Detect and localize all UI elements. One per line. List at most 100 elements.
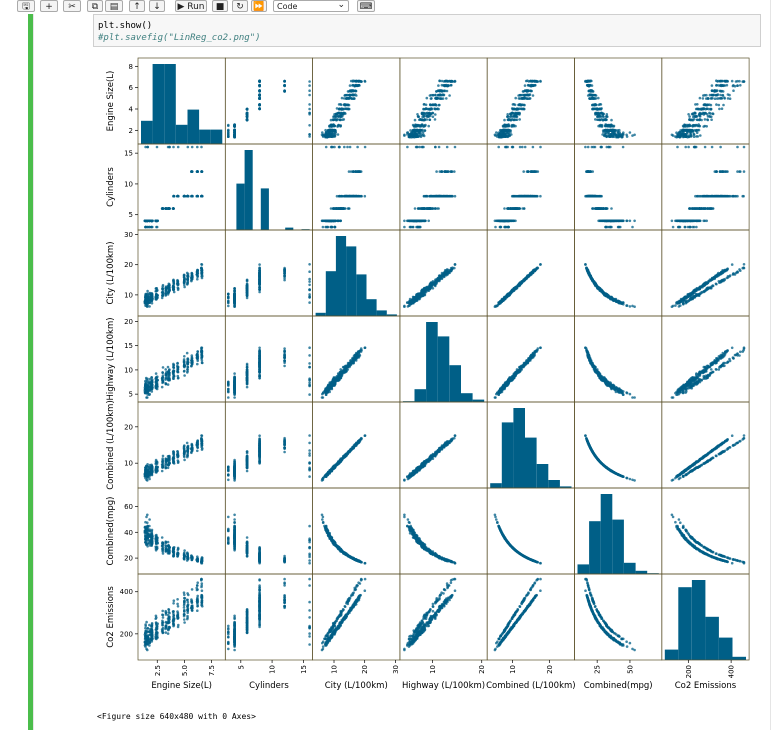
- scatter-point: [709, 112, 712, 115]
- scatter-point: [195, 170, 199, 173]
- scatter-point: [186, 277, 189, 281]
- scatter-point: [308, 113, 311, 116]
- scatter-point: [523, 145, 527, 149]
- cell-type-value: Code: [277, 2, 298, 11]
- scatter-point: [196, 194, 199, 198]
- subplot-1-5: [574, 143, 663, 231]
- restart-button[interactable]: ↻: [232, 0, 248, 12]
- scatter-point: [499, 128, 502, 132]
- scatter-point: [258, 290, 261, 294]
- scatter-point: [429, 113, 432, 116]
- scatter-point: [172, 280, 176, 283]
- scatter-point: [678, 135, 682, 139]
- scatter-point: [739, 170, 742, 173]
- fast-forward-icon: ⏩: [253, 2, 265, 12]
- scatter-point: [161, 287, 165, 291]
- scatter-point: [320, 133, 324, 137]
- scatter-point: [507, 207, 510, 210]
- scatter-point: [670, 133, 674, 137]
- scatter-point: [233, 131, 236, 134]
- scatter-point: [494, 225, 497, 229]
- scatter-point: [518, 97, 522, 100]
- arrow-up-icon: ↑: [133, 2, 141, 12]
- scatter-point: [511, 145, 515, 149]
- scatter-point: [709, 108, 713, 111]
- scatter-point: [493, 133, 497, 137]
- scatter-point: [539, 145, 542, 149]
- scatter-point: [681, 219, 685, 223]
- scatter-point: [308, 124, 311, 127]
- scatter-point: [604, 115, 608, 118]
- scatter-point: [710, 145, 714, 149]
- save-button[interactable]: 🖫: [17, 0, 35, 12]
- cut-button[interactable]: ✂: [63, 0, 81, 12]
- scatter-point: [601, 207, 605, 210]
- cell-type-select[interactable]: Code ⌄: [273, 0, 349, 12]
- run-button[interactable]: ▶ Run: [175, 0, 207, 12]
- plus-icon: +: [45, 2, 53, 12]
- scatter-point: [419, 128, 423, 132]
- scatter-point: [150, 225, 153, 229]
- scatter-point: [438, 103, 441, 107]
- scatter-point: [596, 207, 600, 210]
- scatter-point: [333, 128, 336, 132]
- scatter-point: [722, 103, 725, 107]
- subplot-0-1: [224, 57, 313, 145]
- subplot-0-3: [399, 57, 488, 145]
- insert-cell-button[interactable]: +: [40, 0, 58, 12]
- scatter-point: [507, 225, 511, 229]
- scatter-point: [510, 219, 514, 223]
- scatter-point: [445, 145, 449, 149]
- subplot-1-0: [137, 143, 226, 231]
- scatter-point: [586, 194, 590, 198]
- scatter-point: [308, 93, 311, 97]
- subplot-2-1: [224, 229, 313, 317]
- scatter-point: [403, 225, 406, 229]
- scatter-point: [453, 80, 456, 83]
- scatter-point: [610, 207, 613, 210]
- scatter-point: [150, 301, 154, 305]
- scatter-point: [200, 145, 203, 149]
- scatter-point: [200, 266, 203, 269]
- scatter-point: [432, 103, 436, 106]
- code-line-1[interactable]: plt.show(): [98, 21, 153, 31]
- scatter-point: [692, 118, 696, 121]
- scatter-point: [503, 207, 506, 210]
- stop-button[interactable]: ■: [212, 0, 228, 12]
- scatter-point: [308, 80, 311, 83]
- scatter-point: [343, 93, 347, 97]
- scatter-point: [525, 170, 529, 173]
- scatter-point: [625, 219, 629, 223]
- scatter-point: [324, 145, 328, 149]
- scatter-point: [195, 270, 199, 273]
- scatter-point: [428, 94, 432, 97]
- scatter-point: [356, 145, 359, 149]
- code-line-2[interactable]: #plt.savefig("LinReg_co2.png"): [98, 33, 261, 43]
- scatter-point: [711, 93, 715, 97]
- scatter-point: [536, 194, 539, 198]
- keyboard-shortcuts-button[interactable]: ⌨: [357, 0, 375, 12]
- scatter-point: [166, 286, 170, 290]
- scatter-point: [413, 207, 417, 210]
- save-icon: 🖫: [22, 2, 30, 12]
- fast-forward-button[interactable]: ⏩: [251, 0, 267, 12]
- scatter-point: [407, 135, 411, 138]
- copy-button[interactable]: ⧉: [87, 0, 103, 12]
- scatter-point: [688, 115, 691, 118]
- scatter-point: [499, 135, 503, 139]
- scatter-point: [438, 79, 441, 82]
- paste-button[interactable]: ▤: [105, 0, 123, 12]
- scatter-point: [531, 145, 535, 149]
- scatter-point: [168, 207, 171, 210]
- move-up-button[interactable]: ↑: [129, 0, 145, 12]
- move-down-button[interactable]: ↓: [149, 0, 165, 12]
- scatter-point: [524, 93, 527, 97]
- scatter-point: [196, 145, 199, 149]
- scatter-point: [742, 194, 745, 198]
- code-editor[interactable]: plt.show() #plt.savefig("LinReg_co2.png"…: [93, 14, 761, 47]
- chevron-down-icon: ⌄: [337, 0, 345, 10]
- scatter-point: [429, 194, 433, 198]
- scatter-point: [186, 282, 189, 286]
- scatter-point: [196, 277, 199, 281]
